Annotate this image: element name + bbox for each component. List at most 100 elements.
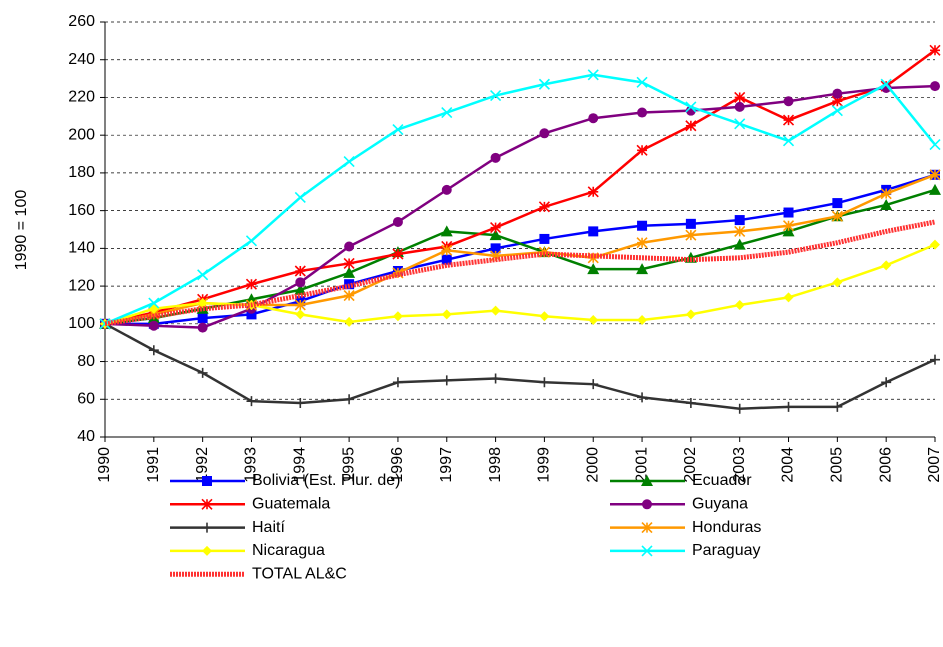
x-tick-label: 1998 xyxy=(487,447,504,483)
x-tick-label: 2007 xyxy=(926,447,943,483)
marker xyxy=(539,233,550,244)
marker xyxy=(587,186,599,198)
marker xyxy=(538,201,550,213)
marker xyxy=(782,220,795,232)
marker xyxy=(441,244,453,256)
x-tick-label: 1990 xyxy=(96,447,113,483)
marker xyxy=(685,218,696,229)
y-tick-label: 260 xyxy=(68,13,95,30)
marker xyxy=(734,118,746,130)
marker xyxy=(783,96,794,107)
marker xyxy=(832,198,843,209)
marker xyxy=(196,302,209,314)
marker xyxy=(637,107,648,118)
marker xyxy=(641,475,653,486)
marker xyxy=(295,277,306,288)
x-tick-label: 2006 xyxy=(877,447,894,483)
y-tick-label: 60 xyxy=(77,390,95,407)
series-line xyxy=(104,188,936,326)
marker xyxy=(538,78,550,90)
legend-label: Guatemala xyxy=(252,496,330,513)
marker xyxy=(929,139,941,151)
marker xyxy=(783,207,794,218)
legend-label: Ecuador xyxy=(692,472,752,489)
marker xyxy=(637,392,648,403)
marker xyxy=(831,95,843,107)
x-tick-label: 2003 xyxy=(731,447,748,483)
x-tick-label: 1995 xyxy=(340,447,357,483)
marker xyxy=(392,248,404,260)
marker xyxy=(441,309,452,320)
series-line xyxy=(104,84,936,329)
x-tick-label: 2004 xyxy=(780,447,797,483)
marker xyxy=(783,292,794,303)
marker xyxy=(734,101,745,112)
marker xyxy=(294,299,306,311)
y-tick-label: 120 xyxy=(68,277,95,294)
marker xyxy=(587,69,599,81)
marker xyxy=(441,106,453,119)
marker xyxy=(637,315,648,326)
x-tick-label: 2001 xyxy=(633,447,650,483)
marker xyxy=(246,309,257,320)
y-tick-label: 140 xyxy=(68,240,95,257)
marker xyxy=(201,498,213,510)
marker xyxy=(490,152,501,163)
marker xyxy=(588,379,599,390)
x-tick-label: 1992 xyxy=(194,447,211,483)
marker xyxy=(197,269,209,281)
marker xyxy=(929,169,941,181)
x-tick-label: 1991 xyxy=(145,447,162,483)
marker xyxy=(636,237,648,249)
marker xyxy=(294,191,306,203)
marker xyxy=(637,220,648,231)
y-tick-label: 80 xyxy=(77,353,95,370)
marker xyxy=(782,114,795,126)
y-tick-label: 240 xyxy=(68,51,95,68)
marker xyxy=(245,235,258,247)
x-tick-label: 2005 xyxy=(829,447,846,483)
marker xyxy=(832,401,843,412)
marker xyxy=(685,398,696,409)
marker xyxy=(441,254,452,265)
marker xyxy=(392,311,403,322)
legend-label: Nicaragua xyxy=(252,542,325,559)
marker xyxy=(202,522,212,533)
marker xyxy=(685,229,697,241)
x-tick-label: 1999 xyxy=(536,447,553,483)
marker xyxy=(734,299,745,310)
marker xyxy=(489,229,502,241)
marker xyxy=(832,277,843,288)
marker xyxy=(441,375,452,386)
marker xyxy=(588,226,599,237)
marker xyxy=(734,225,746,237)
series-line xyxy=(104,219,936,327)
legend-label: Paraguay xyxy=(692,542,761,559)
y-tick-label: 100 xyxy=(68,315,95,332)
marker xyxy=(588,315,599,326)
legend-label: Bolivia (Est. Plur. de) xyxy=(252,472,401,489)
marker xyxy=(392,216,403,227)
marker xyxy=(294,283,307,295)
legend-label: Honduras xyxy=(692,519,761,536)
series-line xyxy=(104,322,936,410)
marker xyxy=(587,252,599,264)
marker xyxy=(295,309,306,320)
marker xyxy=(734,215,745,226)
y-tick-label: 180 xyxy=(68,164,95,181)
y-tick-label: 160 xyxy=(68,202,95,219)
marker xyxy=(148,345,159,356)
marker xyxy=(343,257,355,270)
marker xyxy=(343,156,355,168)
x-tick-label: 1994 xyxy=(292,447,309,483)
marker xyxy=(245,278,258,290)
x-tick-label: 1996 xyxy=(389,447,406,483)
marker xyxy=(641,545,653,557)
marker xyxy=(343,289,355,302)
marker xyxy=(642,499,652,510)
marker xyxy=(588,113,599,124)
marker xyxy=(880,198,893,210)
marker xyxy=(490,222,502,234)
marker xyxy=(197,298,208,309)
